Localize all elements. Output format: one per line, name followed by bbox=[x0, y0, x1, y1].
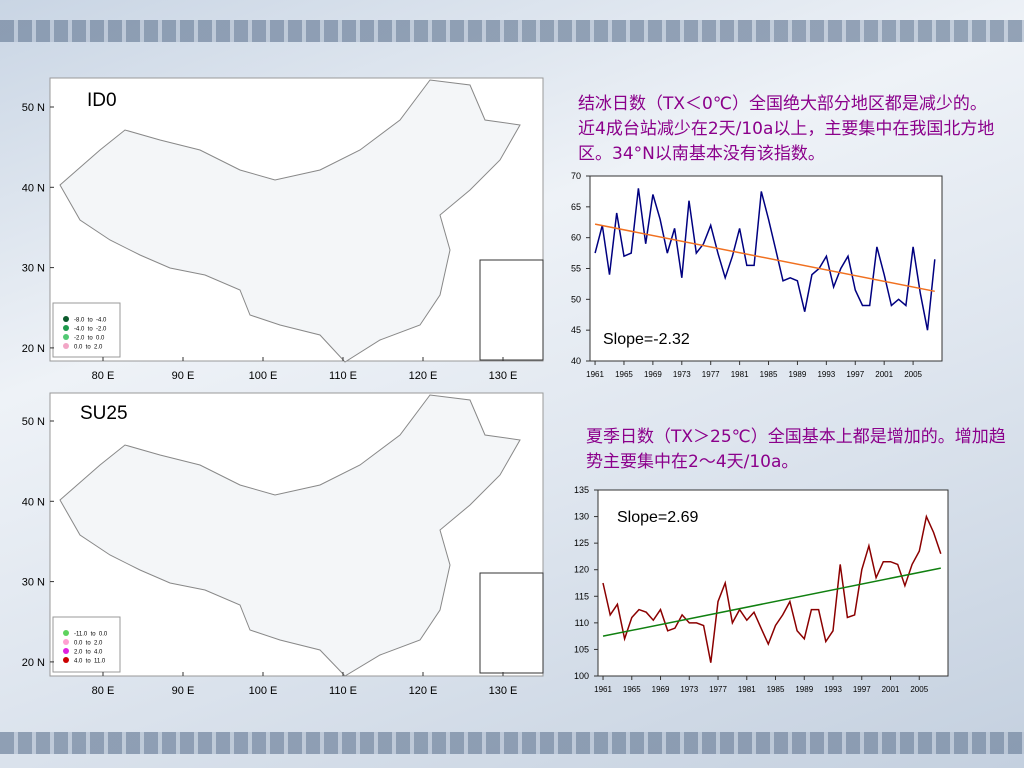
x-tick-label: 1981 bbox=[738, 685, 756, 694]
legend-label: 2.0 to 4.0 bbox=[74, 650, 103, 656]
map-1 bbox=[49, 77, 544, 363]
x-tick-label: 2001 bbox=[882, 685, 900, 694]
legend-label: -2.0 to 0.0 bbox=[74, 336, 105, 342]
china-outline bbox=[59, 394, 521, 677]
x-tick-label: 2005 bbox=[910, 685, 928, 694]
lon-tick-label: 100 E bbox=[249, 370, 278, 382]
lon-tick-label: 80 E bbox=[92, 685, 115, 697]
legend-swatch bbox=[63, 639, 69, 645]
y-tick-label: 105 bbox=[574, 644, 589, 654]
legend-swatch bbox=[63, 334, 69, 340]
plot-area bbox=[597, 489, 949, 677]
x-tick-label: 1985 bbox=[760, 370, 778, 379]
y-tick-label: 135 bbox=[574, 485, 589, 495]
x-tick-label: 1993 bbox=[817, 370, 835, 379]
x-tick-label: 1997 bbox=[846, 370, 864, 379]
data-line bbox=[602, 514, 942, 663]
y-tick-label: 110 bbox=[575, 618, 589, 628]
text-block: 结冰日数（TX＜0℃）全国绝大部分地区都是减少的。近4成台站减少在2天/10a以… bbox=[578, 94, 995, 164]
x-tick-label: 1977 bbox=[702, 370, 720, 379]
x-tick-label: 1993 bbox=[824, 685, 842, 694]
lat-tick-label: 20 N bbox=[22, 343, 45, 355]
lon-tick-label: 130 E bbox=[489, 370, 518, 382]
data-line bbox=[594, 188, 936, 331]
y-tick-label: 130 bbox=[574, 512, 589, 522]
legend-label: 0.0 to 2.0 bbox=[74, 345, 103, 351]
y-tick-label: 55 bbox=[571, 264, 581, 274]
x-tick-label: 1961 bbox=[586, 370, 604, 379]
lon-tick-label: 110 E bbox=[329, 685, 357, 697]
y-tick-label: 60 bbox=[571, 233, 581, 243]
x-tick-label: 1969 bbox=[644, 370, 662, 379]
x-tick-label: 1961 bbox=[594, 685, 612, 694]
y-tick-label: 50 bbox=[571, 294, 581, 304]
china-outline bbox=[59, 79, 521, 363]
x-tick-label: 2001 bbox=[875, 370, 893, 379]
lat-tick-label: 50 N bbox=[22, 102, 45, 114]
legend-label: 4.0 to 11.0 bbox=[74, 659, 106, 665]
legend-swatch bbox=[63, 316, 69, 322]
decor-band bbox=[0, 732, 1024, 754]
lat-tick-label: 30 N bbox=[22, 577, 45, 589]
map-label: ID0 bbox=[87, 90, 117, 111]
x-tick-label: 1965 bbox=[615, 370, 633, 379]
trend-line bbox=[594, 223, 935, 293]
legend-swatch bbox=[63, 657, 69, 663]
lon-tick-label: 90 E bbox=[172, 370, 195, 382]
annotation: Slope=-2.32 bbox=[603, 331, 690, 348]
legend-swatch bbox=[63, 648, 69, 654]
y-tick-label: 100 bbox=[574, 671, 589, 681]
legend-label: -11.0 to 0.0 bbox=[74, 632, 108, 638]
map-2 bbox=[49, 392, 544, 677]
y-tick-label: 115 bbox=[575, 591, 589, 601]
lat-tick-label: 50 N bbox=[22, 416, 45, 428]
x-tick-label: 2005 bbox=[904, 370, 922, 379]
y-tick-label: 40 bbox=[571, 356, 581, 366]
y-tick-label: 45 bbox=[571, 325, 581, 335]
lat-tick-label: 40 N bbox=[22, 496, 45, 508]
inset-map bbox=[479, 572, 544, 674]
x-tick-label: 1977 bbox=[709, 685, 727, 694]
x-tick-label: 1989 bbox=[795, 685, 813, 694]
annotation: Slope=2.69 bbox=[617, 509, 699, 526]
y-tick-label: 70 bbox=[571, 171, 581, 181]
y-tick-label: 125 bbox=[574, 538, 589, 548]
lon-tick-label: 130 E bbox=[489, 685, 518, 697]
lat-tick-label: 40 N bbox=[22, 182, 45, 194]
legend-label: -4.0 to -2.0 bbox=[74, 327, 107, 333]
y-tick-label: 65 bbox=[571, 202, 581, 212]
text-block: 夏季日数（TX＞25℃）全国基本上都是增加的。增加趋势主要集中在2～4天/10a… bbox=[586, 427, 1006, 472]
lat-tick-label: 30 N bbox=[22, 263, 45, 275]
lon-tick-label: 110 E bbox=[329, 370, 357, 382]
x-tick-label: 1973 bbox=[673, 370, 691, 379]
legend-swatch bbox=[63, 343, 69, 349]
inset-map bbox=[479, 259, 544, 361]
x-tick-label: 1997 bbox=[853, 685, 871, 694]
trend-line bbox=[602, 567, 941, 637]
legend-label: 0.0 to 2.0 bbox=[74, 641, 103, 647]
legend-box bbox=[52, 616, 121, 673]
legend-swatch bbox=[63, 630, 69, 636]
x-tick-label: 1969 bbox=[652, 685, 670, 694]
lon-tick-label: 100 E bbox=[249, 685, 278, 697]
lon-tick-label: 90 E bbox=[172, 685, 195, 697]
x-tick-label: 1973 bbox=[680, 685, 698, 694]
lon-tick-label: 120 E bbox=[409, 685, 438, 697]
legend-label: -8.0 to -4.0 bbox=[74, 318, 107, 324]
x-tick-label: 1985 bbox=[767, 685, 785, 694]
lon-tick-label: 120 E bbox=[409, 370, 438, 382]
x-tick-label: 1981 bbox=[731, 370, 749, 379]
x-tick-label: 1965 bbox=[623, 685, 641, 694]
lat-tick-label: 20 N bbox=[22, 657, 45, 669]
x-tick-label: 1989 bbox=[789, 370, 807, 379]
y-tick-label: 120 bbox=[574, 565, 589, 575]
lon-tick-label: 80 E bbox=[92, 370, 115, 382]
map-label: SU25 bbox=[80, 403, 128, 424]
legend-swatch bbox=[63, 325, 69, 331]
decor-band bbox=[0, 20, 1024, 42]
